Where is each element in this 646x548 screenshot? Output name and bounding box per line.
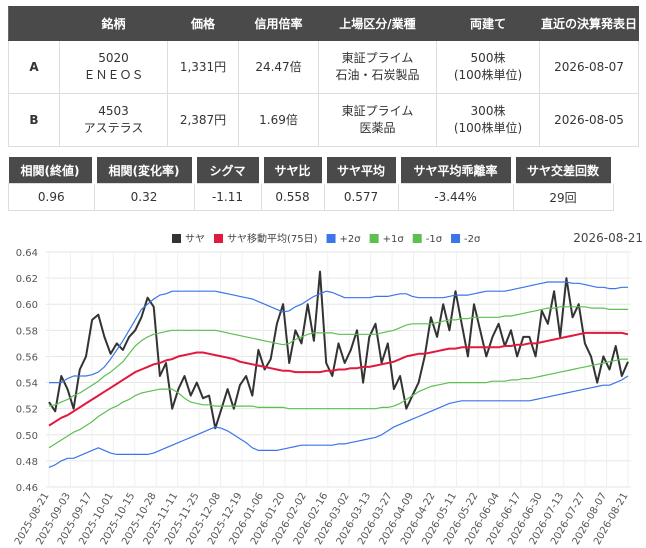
earnings-date: 2026-08-05 [539, 93, 639, 147]
header-earnings-date: 直近の決算発表日 [539, 6, 639, 41]
stat-header-cross-count: サヤ交差回数 [513, 157, 616, 184]
stat-header-spread-mean: サヤ平均 [324, 157, 401, 184]
stock-price: 2,387円 [167, 93, 239, 147]
y-tick-label: 0.48 [16, 457, 38, 468]
earnings-date: 2026-08-07 [539, 40, 639, 94]
hedge-shares: 300株 (100株単位) [436, 93, 540, 147]
legend-swatch [451, 234, 461, 243]
legend-label: サヤ [185, 233, 205, 245]
margin-ratio: 24.47倍 [238, 40, 319, 94]
stat-spread-ratio: 0.558 [260, 183, 325, 211]
y-tick-label: 0.52 [16, 405, 38, 416]
header-price: 価格 [167, 6, 239, 41]
header-margin-ratio: 信用倍率 [238, 6, 319, 41]
y-tick-label: 0.62 [16, 274, 38, 285]
y-tick-label: 0.46 [16, 483, 38, 494]
row-label: A [8, 40, 60, 94]
legend-swatch [369, 234, 379, 243]
legend-label: -1σ [426, 234, 443, 245]
y-tick-label: 0.50 [16, 431, 38, 442]
stock-name: 4503 アステラス [59, 93, 168, 147]
legend-label: +1σ [383, 234, 405, 245]
pair-table-header: 銘柄 価格 信用倍率 上場区分/業種 両建て 直近の決算発表日 [8, 6, 639, 41]
y-tick-label: 0.54 [16, 379, 38, 390]
legend-swatch [172, 234, 181, 243]
market-sector: 東証プライム 医薬品 [318, 93, 437, 147]
stock-name: 5020 ＥＮＥＯＳ [59, 40, 168, 94]
margin-ratio: 1.69倍 [238, 93, 319, 147]
legend-label: +2σ [340, 234, 362, 245]
row-label: B [8, 93, 60, 147]
stat-corr-close: 0.96 [8, 183, 95, 211]
stat-spread-mean: 0.577 [323, 183, 399, 211]
legend-swatch [214, 234, 223, 243]
stat-header-spread-ratio: サヤ比 [261, 157, 327, 184]
series-line [49, 281, 628, 384]
series-line [48, 358, 628, 449]
stat-header-sigma: シグマ [194, 157, 264, 184]
hedge-shares: 500株 (100株単位) [436, 40, 540, 94]
legend-swatch [412, 234, 422, 243]
header-corner [8, 6, 60, 41]
chart-date-label: 2026-08-21 [573, 231, 643, 245]
spread-chart: 0.46 0.48 0.50 0.52 0.54 0.56 0.58 0.60 0.62 0.64… [13, 231, 643, 547]
header-hedge: 両建て [436, 6, 540, 41]
legend-swatch [326, 234, 336, 243]
stat-header-spread-deviation: サヤ平均乖離率 [398, 157, 516, 184]
pair-table: 銘柄 価格 信用倍率 上場区分/業種 両建て 直近の決算発表日 A 5020 Ｅ… [8, 6, 639, 147]
legend-label: -2σ [464, 234, 481, 245]
y-tick-label: 0.56 [16, 352, 38, 363]
stat-corr-change: 0.32 [93, 183, 195, 211]
y-tick-label: 0.60 [16, 300, 38, 311]
stats-values: 0.96 0.32 -1.11 0.558 0.577 -3.44% 29回 [8, 183, 614, 211]
stats-table: 相関(終値) 相関(変化率) シグマ サヤ比 サヤ平均 サヤ平均乖離率 サヤ交差… [8, 157, 616, 211]
stats-header: 相関(終値) 相関(変化率) シグマ サヤ比 サヤ平均 サヤ平均乖離率 サヤ交差… [8, 157, 616, 184]
stat-sigma: -1.11 [193, 183, 262, 211]
y-tick-label: 0.64 [16, 248, 38, 259]
y-tick-label: 0.58 [16, 326, 38, 337]
table-row: A 5020 ＥＮＥＯＳ 1,331円 24.47倍 東証プライム 石油・石炭製… [8, 40, 639, 94]
stat-header-corr-change: 相関(変化率) [94, 157, 197, 184]
market-sector: 東証プライム 石油・石炭製品 [318, 40, 437, 94]
series-line [48, 375, 629, 468]
series-line [48, 331, 629, 427]
stat-spread-deviation: -3.44% [397, 183, 514, 211]
header-market: 上場区分/業種 [318, 6, 437, 41]
series-line [48, 306, 628, 407]
legend-label: サヤ移動平均(75日) [227, 232, 318, 245]
table-row: B 4503 アステラス 2,387円 1.69倍 東証プライム 医薬品 300… [8, 93, 639, 147]
stock-price: 1,331円 [167, 40, 239, 94]
header-name: 銘柄 [59, 6, 168, 41]
stat-cross-count: 29回 [512, 183, 614, 211]
stat-header-corr-close: 相関(終値) [8, 157, 97, 184]
